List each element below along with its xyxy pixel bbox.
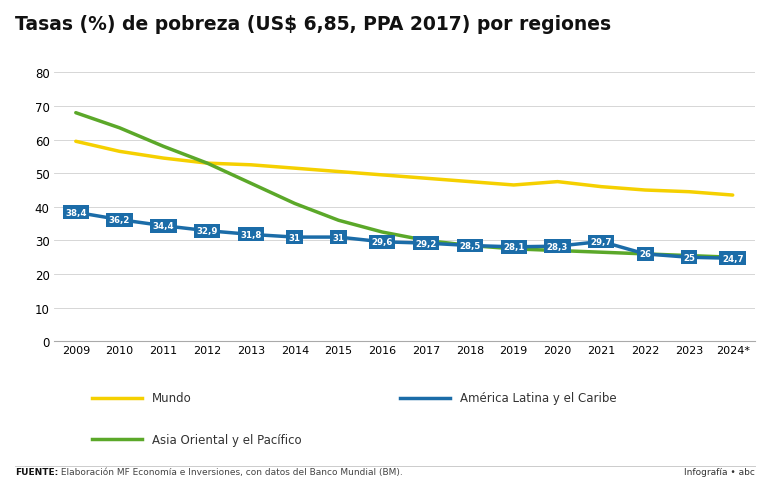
Text: 24,7: 24,7 <box>722 254 744 263</box>
Text: 38,4: 38,4 <box>65 208 86 217</box>
Text: 26: 26 <box>639 250 651 259</box>
Text: Infografía • abc: Infografía • abc <box>684 467 755 476</box>
Text: 31: 31 <box>333 233 344 242</box>
Text: Tasas (%) de pobreza (US$ 6,85, PPA 2017) por regiones: Tasas (%) de pobreza (US$ 6,85, PPA 2017… <box>15 15 611 34</box>
Text: 36,2: 36,2 <box>109 216 130 224</box>
Text: 32,9: 32,9 <box>196 227 218 236</box>
Text: 31: 31 <box>289 233 301 242</box>
Text: 28,1: 28,1 <box>503 243 524 252</box>
Text: 29,2: 29,2 <box>416 239 437 248</box>
Text: 25: 25 <box>683 253 695 262</box>
Text: América Latina y el Caribe: América Latina y el Caribe <box>460 391 616 404</box>
Text: FUENTE:: FUENTE: <box>15 467 59 476</box>
Text: Mundo: Mundo <box>152 391 192 404</box>
Text: Asia Oriental y el Pacífico: Asia Oriental y el Pacífico <box>152 433 301 446</box>
Text: 34,4: 34,4 <box>152 222 174 231</box>
Text: 31,8: 31,8 <box>240 230 262 240</box>
Text: 28,3: 28,3 <box>547 242 568 251</box>
Text: 29,6: 29,6 <box>372 238 393 247</box>
Text: 28,5: 28,5 <box>460 242 480 250</box>
Text: 29,7: 29,7 <box>591 238 612 246</box>
Text: Elaboración MF Economía e Inversiones, con datos del Banco Mundial (BM).: Elaboración MF Economía e Inversiones, c… <box>58 467 403 476</box>
